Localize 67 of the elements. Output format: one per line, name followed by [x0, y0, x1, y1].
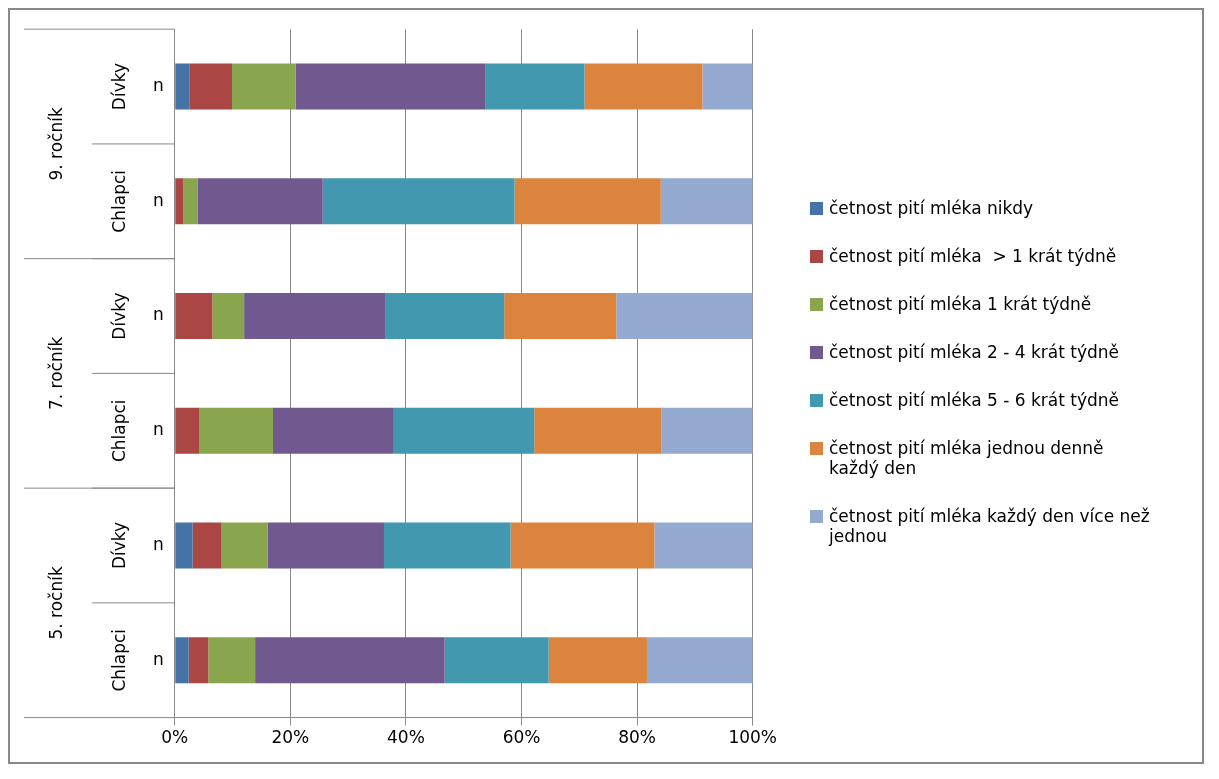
x-tick-label: 60% — [502, 727, 541, 748]
bar — [175, 293, 213, 339]
bar — [584, 63, 703, 110]
legend-label: četnost pití mléka každý den více než jednou — [829, 506, 1150, 546]
bar — [646, 637, 753, 684]
bar — [199, 407, 274, 454]
bar — [548, 637, 647, 684]
legend-label: četnost pití mléka 1 krát týdně — [829, 294, 1092, 314]
y-tick-label: n — [152, 304, 164, 325]
bar — [616, 293, 753, 339]
bar — [322, 178, 515, 225]
text: Dívky — [109, 62, 130, 111]
bar — [660, 178, 753, 225]
legend-label: četnost pití mléka 5 - 6 krát týdně — [829, 390, 1120, 410]
bar — [175, 63, 190, 110]
x-tick-label: 100% — [728, 727, 777, 748]
y-tick-label: n — [152, 189, 164, 210]
text: Dívky — [109, 521, 130, 570]
bar — [208, 637, 256, 684]
text: Chlapci — [109, 628, 130, 692]
bar — [654, 522, 753, 569]
text: Dívky — [109, 292, 130, 340]
y-tick-label: n — [152, 533, 164, 554]
y-tick-label: n — [152, 74, 164, 95]
x-tick-label: 80% — [618, 727, 657, 748]
bar — [244, 293, 386, 339]
x-tick-label: 40% — [387, 727, 425, 748]
bar — [175, 522, 193, 569]
bar — [255, 637, 445, 684]
bar — [485, 63, 585, 110]
bar — [504, 293, 617, 339]
bar — [273, 407, 394, 454]
x-tick-label: 20% — [271, 727, 310, 748]
bar — [702, 63, 753, 110]
bar — [393, 407, 535, 454]
bar — [189, 63, 232, 110]
bar — [534, 407, 662, 454]
y-tick-label: n — [152, 648, 164, 669]
bar — [510, 522, 655, 569]
legend-label: četnost pití mléka > 1 krát týdně — [829, 246, 1117, 266]
bar — [192, 522, 222, 569]
bar — [444, 637, 549, 684]
legend-label: četnost pití mléka jednou denně každý den — [829, 438, 1105, 478]
bar — [212, 293, 245, 339]
bar — [175, 407, 200, 454]
bar — [383, 522, 511, 569]
bar — [188, 637, 209, 684]
bar — [175, 178, 184, 225]
bar — [661, 407, 753, 454]
text: 9. ročník — [46, 107, 67, 181]
bar — [385, 293, 505, 339]
bar — [175, 637, 189, 684]
bar — [183, 178, 198, 225]
legend-label: četnost pití mléka nikdy — [829, 198, 1034, 218]
y-tick-label: n — [152, 419, 164, 440]
bar — [514, 178, 661, 225]
text: Chlapci — [109, 399, 130, 463]
text: Chlapci — [109, 169, 130, 233]
text: 7. ročník — [46, 336, 67, 411]
legend-label: četnost pití mléka 2 - 4 krát týdně — [829, 342, 1120, 362]
bar — [267, 522, 384, 569]
x-tick-label: 0% — [161, 727, 189, 748]
text: 5. ročník — [46, 566, 67, 640]
bar — [221, 522, 268, 569]
bar — [295, 63, 486, 110]
bar — [197, 178, 323, 225]
bar — [231, 63, 296, 110]
